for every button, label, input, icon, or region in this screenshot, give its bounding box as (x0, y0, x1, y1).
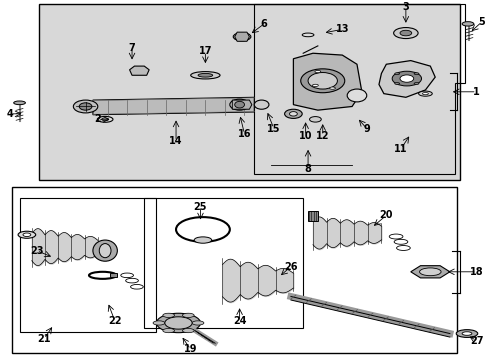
Bar (39, 4, 459, 180)
Ellipse shape (302, 33, 313, 37)
Ellipse shape (99, 244, 111, 258)
Ellipse shape (229, 99, 249, 110)
Text: 1: 1 (472, 87, 479, 97)
Ellipse shape (190, 72, 220, 79)
Ellipse shape (164, 317, 192, 329)
Ellipse shape (163, 313, 174, 318)
Ellipse shape (153, 321, 164, 325)
Ellipse shape (393, 239, 407, 244)
Polygon shape (129, 66, 149, 75)
Text: 10: 10 (298, 131, 312, 141)
Bar (307, 211, 317, 221)
Ellipse shape (394, 73, 399, 75)
Ellipse shape (461, 22, 473, 26)
Ellipse shape (399, 75, 413, 82)
Ellipse shape (461, 332, 471, 335)
Text: 4: 4 (6, 109, 13, 119)
Text: 23: 23 (30, 246, 43, 256)
Ellipse shape (413, 73, 418, 75)
Polygon shape (378, 60, 434, 97)
Ellipse shape (455, 330, 477, 337)
Ellipse shape (413, 82, 418, 85)
Text: 20: 20 (379, 210, 392, 220)
Ellipse shape (198, 73, 212, 77)
Ellipse shape (125, 278, 138, 283)
Ellipse shape (329, 87, 335, 89)
Ellipse shape (254, 100, 268, 109)
Ellipse shape (73, 100, 98, 113)
Polygon shape (293, 53, 361, 110)
Ellipse shape (422, 93, 427, 95)
Ellipse shape (391, 71, 421, 86)
Ellipse shape (156, 313, 200, 333)
Text: 9: 9 (363, 123, 369, 134)
Text: 8: 8 (304, 164, 311, 174)
Text: 17: 17 (198, 46, 212, 57)
Text: 3: 3 (402, 3, 408, 12)
Ellipse shape (23, 233, 31, 237)
Bar (110, 273, 117, 278)
Text: 13: 13 (335, 24, 348, 34)
Text: 7: 7 (128, 43, 135, 53)
Ellipse shape (121, 273, 133, 278)
Text: 5: 5 (477, 17, 484, 27)
Ellipse shape (233, 33, 250, 41)
Text: 11: 11 (393, 144, 407, 154)
Polygon shape (93, 97, 254, 115)
Ellipse shape (284, 109, 302, 118)
Ellipse shape (309, 117, 321, 122)
Ellipse shape (388, 234, 402, 239)
Ellipse shape (346, 89, 366, 102)
Ellipse shape (300, 69, 344, 93)
Text: 27: 27 (469, 336, 483, 346)
Ellipse shape (234, 102, 244, 108)
Ellipse shape (18, 231, 36, 238)
Ellipse shape (394, 82, 399, 85)
Ellipse shape (396, 246, 409, 251)
Ellipse shape (182, 313, 194, 318)
Ellipse shape (314, 71, 320, 73)
Ellipse shape (393, 28, 417, 39)
Ellipse shape (93, 240, 117, 261)
Text: 18: 18 (469, 267, 483, 277)
Ellipse shape (194, 237, 211, 243)
Text: 22: 22 (108, 316, 122, 326)
Ellipse shape (418, 91, 431, 96)
Ellipse shape (307, 72, 337, 89)
Text: 2: 2 (94, 114, 101, 124)
Text: 6: 6 (260, 19, 267, 29)
Text: 24: 24 (232, 316, 246, 326)
Text: 25: 25 (193, 202, 207, 212)
Polygon shape (234, 32, 249, 41)
Polygon shape (410, 266, 449, 278)
Text: 19: 19 (183, 345, 197, 354)
Ellipse shape (312, 84, 318, 86)
Ellipse shape (97, 116, 113, 122)
Ellipse shape (163, 328, 174, 333)
Text: 26: 26 (284, 261, 297, 271)
Text: 14: 14 (169, 136, 183, 147)
Ellipse shape (399, 30, 411, 36)
Text: 15: 15 (266, 123, 280, 134)
Ellipse shape (192, 321, 203, 325)
Text: 12: 12 (315, 131, 329, 141)
Ellipse shape (79, 103, 92, 110)
Text: 16: 16 (237, 129, 251, 139)
Ellipse shape (102, 118, 108, 121)
Ellipse shape (14, 101, 25, 105)
Text: 21: 21 (37, 334, 51, 344)
Ellipse shape (130, 284, 143, 289)
Ellipse shape (289, 112, 297, 116)
Polygon shape (232, 100, 251, 109)
Ellipse shape (182, 328, 194, 333)
Ellipse shape (419, 268, 440, 276)
